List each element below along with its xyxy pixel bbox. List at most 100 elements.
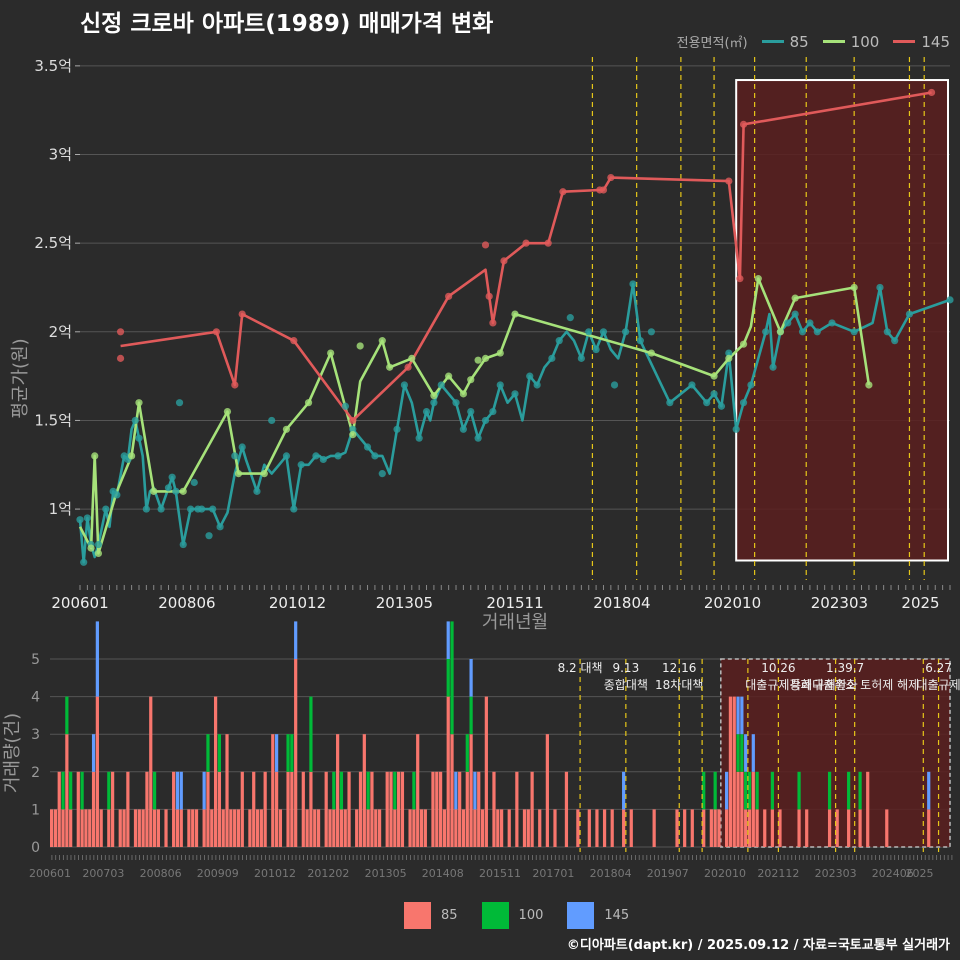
volume-bar-85 [137,809,141,847]
volume-bar-85 [805,809,809,847]
volume-bar-85 [316,809,321,847]
volume-bar-85 [374,809,378,847]
y-tick-label-4: 3억 [49,146,72,164]
volume-bar-100 [858,771,862,810]
data-point-85 [205,532,213,540]
series-line-145 [120,91,932,422]
volume-bar-85 [587,809,591,847]
volume-bar-85 [309,771,313,847]
volume-bar-145 [202,771,206,810]
data-point-85 [599,328,608,336]
volume-bar-100 [61,771,65,810]
data-point-145 [290,337,298,345]
volume-bar-100 [713,771,717,810]
volume-bar-85 [496,809,500,847]
volume-bar-85 [328,809,332,847]
policy-label: 특례대출축소 토허제 해제 [790,678,919,692]
data-point-85 [629,280,637,288]
data-point-85 [762,328,770,336]
volume-bar-85 [858,809,862,847]
volume-bar-85 [275,771,279,847]
volume-bar-100 [286,734,290,772]
volume-bar-85 [358,771,363,847]
volume-bar-100 [740,734,744,772]
data-point-85 [876,283,884,292]
data-point-85 [341,402,350,410]
volume-bar-100 [80,771,84,810]
data-point-85 [319,455,327,464]
data-point-85 [142,505,150,513]
bar-y-tick-label-0: 0 [31,840,40,856]
data-point-145 [485,292,493,300]
volume-bar-100 [339,771,344,810]
data-point-145 [559,188,567,196]
volume-bar-85 [847,809,851,847]
data-point-85 [732,425,740,433]
data-point-100 [459,390,467,398]
volume-bar-100 [206,734,210,772]
data-point-85 [710,390,718,398]
data-point-100 [445,372,453,380]
x-tick-label-5: 201804 [593,594,650,612]
bar-x-tick-label-11: 201907 [647,867,689,880]
volume-bar-85 [545,734,549,847]
data-point-100 [135,399,143,407]
policy-label: 1.3 [826,661,845,675]
data-point-85 [467,407,475,416]
data-point-85 [393,425,401,433]
volume-bar-85 [286,771,290,847]
data-point-85 [703,399,711,407]
data-point-85 [566,314,574,322]
data-point-145 [212,328,220,336]
data-point-85 [666,399,674,407]
data-point-145 [238,310,246,318]
bar-x-tick-label-1: 200703 [82,867,124,880]
volume-bar-100 [797,771,801,810]
data-point-100 [128,452,136,460]
volume-bar-85 [435,771,439,847]
data-point-85 [157,505,165,513]
volume-bar-100 [412,771,416,810]
volume-bar-85 [210,809,214,847]
bar-x-tick-label-8: 201511 [479,867,521,880]
data-point-145 [736,275,744,283]
volume-bar-85 [885,809,889,847]
data-point-145 [599,186,608,194]
data-point-85 [422,407,431,416]
data-point-85 [647,328,655,336]
data-point-85 [334,452,342,460]
volume-bar-85 [446,696,450,847]
volume-bar-145 [751,734,755,772]
volume-bar-85 [377,809,382,847]
data-point-100 [511,310,519,318]
data-point-85 [459,425,467,433]
data-point-100 [430,392,438,400]
volume-bar-100 [69,771,73,810]
volume-bar-100 [770,771,774,810]
volume-bar-85 [927,809,931,847]
volume-bar-85 [564,771,569,847]
volume-bar-85 [156,809,160,847]
data-point-100 [408,354,416,362]
volume-bar-85 [538,809,542,847]
data-point-100 [725,354,733,362]
volume-bar-85 [118,809,122,847]
volume-bar-85 [80,809,84,847]
volume-bar-85 [290,771,294,847]
volume-bar-85 [99,809,103,847]
volume-bar-85 [91,771,96,847]
volume-bar-85 [725,809,729,847]
volume-bar-85 [736,771,740,847]
volume-bar-85 [629,809,633,847]
data-point-85 [747,381,755,389]
volume-bar-100 [332,771,336,810]
volume-bar-85 [313,809,317,847]
volume-bar-85 [423,809,427,847]
x-tick-label-0: 200601 [51,594,108,612]
volume-bar-85 [194,809,199,847]
policy-label: 9.7 [845,661,864,675]
volume-bar-85 [107,809,111,847]
data-point-85 [481,416,490,425]
policy-label: 8.2 대책 [558,660,603,675]
x-tick-label-3: 201305 [376,594,433,612]
